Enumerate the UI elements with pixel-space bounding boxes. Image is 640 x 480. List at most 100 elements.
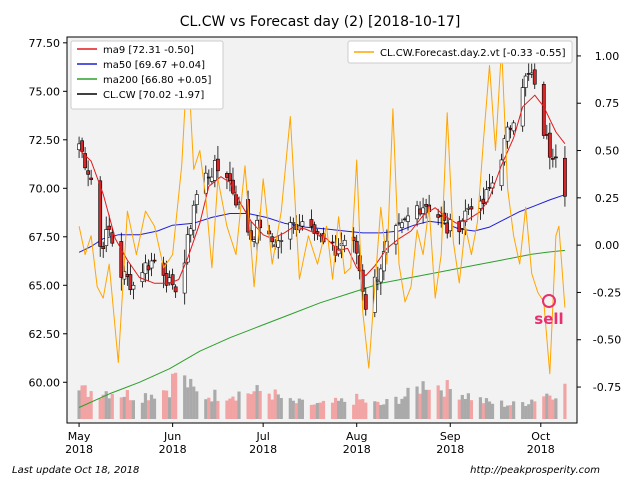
volume-bar	[545, 393, 549, 419]
y-right-tick-label: 1.00	[595, 50, 620, 63]
volume-bar	[424, 389, 428, 419]
volume-bar	[548, 395, 552, 419]
volume-bar	[457, 399, 461, 419]
candle-body	[342, 239, 347, 247]
volume-bar	[213, 389, 217, 419]
y-left-tick-label: 77.50	[29, 37, 61, 50]
volume-bar	[563, 383, 567, 419]
volume-bar	[524, 405, 528, 419]
volume-bar	[80, 385, 84, 419]
x-tick-year: 2018	[436, 443, 464, 456]
candle-body	[469, 206, 474, 210]
volume-bar	[460, 394, 464, 419]
candle-body	[276, 240, 281, 248]
volume-bar	[358, 399, 362, 419]
volume-bar	[300, 399, 304, 419]
x-tick-year: 2018	[249, 443, 277, 456]
volume-bar	[484, 398, 489, 419]
volume-bar	[533, 401, 537, 419]
volume-bar	[448, 389, 452, 419]
volume-bar	[204, 399, 208, 419]
candle-body	[523, 75, 528, 88]
volume-bar	[252, 391, 256, 419]
candle-body	[336, 248, 341, 255]
last-update-text: Last update Oct 18, 2018	[12, 465, 139, 476]
volume-bar	[143, 393, 148, 419]
x-tick-label: Oct	[531, 430, 551, 443]
y-left-tick-label: 67.50	[29, 231, 61, 244]
volume-bar	[192, 386, 196, 419]
candle-body	[300, 221, 305, 227]
candle-body	[553, 156, 558, 159]
volume-bar	[321, 400, 326, 419]
candle-body	[98, 180, 103, 247]
legend-forecast-label: CL.CW.Forecast.day.2.vt [-0.33 -0.55]	[380, 48, 566, 59]
volume-bar	[397, 403, 401, 419]
sell-label: sell	[534, 310, 563, 328]
volume-bar	[509, 405, 513, 419]
volume-bar	[231, 396, 235, 419]
candle-body	[400, 222, 404, 229]
volume-bar	[104, 391, 108, 419]
volume-bar	[445, 380, 449, 419]
volume-bar	[463, 399, 467, 419]
forecast-line	[78, 46, 566, 375]
volume-bar	[107, 398, 111, 419]
candle-body	[279, 240, 284, 242]
volume-bar	[270, 399, 274, 419]
candle-body	[161, 262, 166, 276]
volume-bar	[186, 387, 190, 419]
legend-main: ma9 [72.31 -0.50] ma50 [69.67 +0.04] ma200…	[70, 40, 224, 110]
volume-bar	[119, 397, 123, 419]
candle-body	[288, 222, 293, 240]
legend-label: ma9 [72.31 -0.50]	[103, 45, 194, 56]
candle-body	[460, 220, 465, 229]
candle-body	[101, 246, 106, 249]
candle-body	[194, 194, 199, 205]
volume-bar	[131, 400, 135, 419]
x-tick-year: 2018	[343, 443, 371, 456]
volume-bar	[309, 404, 314, 419]
x-tick-year: 2018	[527, 443, 555, 456]
legend-label: ma50 [69.67 +0.04]	[103, 60, 205, 71]
volume-bar	[352, 404, 356, 419]
candle-body	[173, 286, 178, 293]
volume-bar	[98, 398, 102, 419]
volume-bar	[499, 400, 504, 419]
volume-bar	[542, 396, 546, 419]
x-tick-year: 2018	[65, 443, 93, 456]
volume-bar	[89, 391, 93, 419]
x-tick-label: Jun	[163, 430, 181, 443]
candle-body	[86, 170, 91, 175]
volume-bar	[330, 402, 335, 419]
volume-bar	[427, 389, 431, 419]
volume-bar	[189, 378, 193, 419]
volume-bar	[340, 398, 344, 419]
y-right-tick-label: -0.25	[593, 286, 621, 299]
volume-bar	[110, 393, 114, 419]
candle-body	[188, 228, 193, 236]
volume-bar	[183, 375, 187, 419]
volume-bar	[294, 403, 298, 419]
candle-body	[270, 236, 275, 243]
candle-body	[563, 157, 567, 197]
volume-bar	[195, 391, 199, 419]
candle-body	[532, 69, 537, 85]
volume-bar	[512, 401, 516, 419]
ma9-line	[78, 94, 566, 284]
candle-body	[315, 231, 320, 234]
volume-bar	[164, 390, 169, 419]
candle-body	[309, 219, 314, 227]
volume-bar	[297, 398, 301, 419]
volume-bar	[336, 400, 341, 419]
candle-body	[363, 294, 368, 310]
volume-bar	[406, 387, 410, 419]
candle-body	[170, 274, 175, 286]
candle-body	[547, 132, 552, 158]
candle-body	[421, 207, 425, 214]
volume-bar	[436, 385, 440, 419]
volume-bar	[140, 402, 145, 419]
volume-bar	[152, 398, 157, 419]
candle-body	[140, 272, 145, 283]
legend-forecast: CL.CW.Forecast.day.2.vt [-0.33 -0.55]	[347, 40, 573, 64]
